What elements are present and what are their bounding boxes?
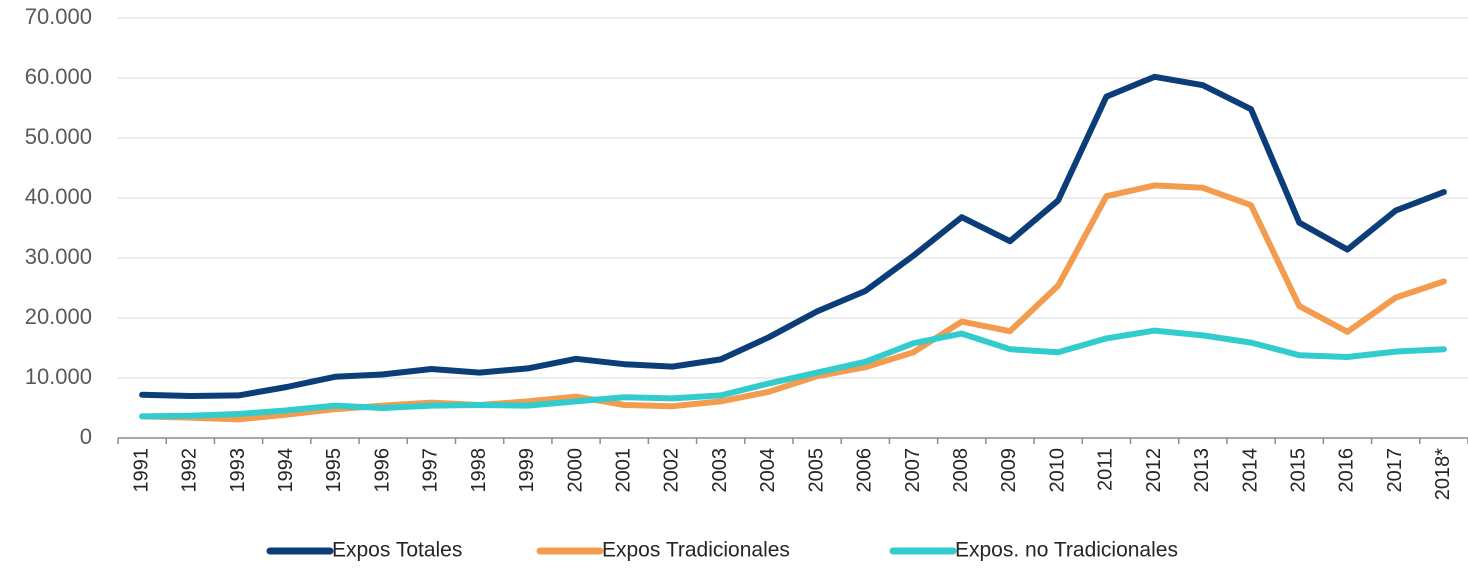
- series-line: [139, 182, 1447, 423]
- x-tick-label: 2011: [1095, 448, 1117, 491]
- y-tick-label: 30.000: [25, 244, 92, 269]
- x-tick-label: 2014: [1239, 448, 1261, 493]
- x-tick-label: 1992: [179, 448, 201, 493]
- x-tick-label: 2009: [998, 448, 1020, 493]
- x-tick-label: 1996: [371, 448, 393, 493]
- x-tick-label: 1995: [323, 448, 345, 493]
- y-tick-label: 70.000: [25, 4, 92, 29]
- x-tick-label: 2003: [709, 448, 731, 493]
- x-tick-label: 1999: [516, 448, 538, 493]
- legend-label: Expos. no Tradicionales: [955, 539, 1178, 562]
- y-tick-label: 60.000: [25, 64, 92, 89]
- x-tick-label: 2002: [661, 448, 683, 493]
- x-tick-label: 2010: [1046, 448, 1068, 493]
- x-tick-label: 2018*: [1432, 448, 1454, 500]
- x-tick-label: 2005: [805, 448, 827, 493]
- x-tick-label: 2016: [1336, 448, 1358, 493]
- x-tick-label: 1997: [420, 448, 442, 493]
- series-line: [139, 73, 1447, 399]
- y-tick-label: 20.000: [25, 304, 92, 329]
- y-tick-label: 0: [80, 424, 92, 449]
- x-tick-label: 2007: [902, 448, 924, 493]
- x-tick-label: 2008: [950, 448, 972, 493]
- y-tick-label: 50.000: [25, 124, 92, 149]
- x-tick-label: 1993: [227, 448, 249, 493]
- x-tick-label: 2000: [564, 448, 586, 493]
- x-tick-label: 1998: [468, 448, 490, 493]
- legend-label: Expos Tradicionales: [602, 539, 790, 562]
- x-tick-label: 2006: [854, 448, 876, 493]
- x-tick-label: 2017: [1384, 448, 1406, 493]
- x-tick-label: 1994: [275, 448, 297, 493]
- x-tick-label: 2012: [1143, 448, 1165, 493]
- x-tick-label: 2013: [1191, 448, 1213, 493]
- x-tick-label: 2015: [1288, 448, 1310, 493]
- series-line: [139, 327, 1447, 420]
- y-tick-label: 10.000: [25, 364, 92, 389]
- legend-label: Expos Totales: [332, 539, 462, 562]
- x-tick-label: 1991: [130, 448, 152, 493]
- x-tick-label: 2004: [757, 448, 779, 493]
- y-tick-label: 40.000: [25, 184, 92, 209]
- x-tick-label: 2001: [613, 448, 635, 493]
